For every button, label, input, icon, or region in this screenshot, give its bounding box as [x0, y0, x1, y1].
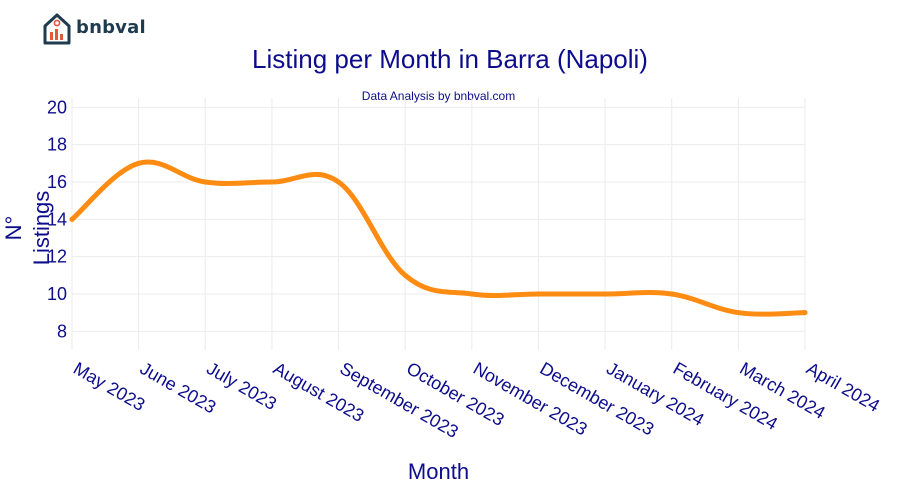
data-point: February 2024: 10 [669, 291, 675, 297]
y-tick-label: 16 [47, 172, 67, 192]
brand-name: bnbval [76, 17, 146, 38]
chart-subtitle: Data Analysis by bnbval.com [361, 89, 516, 103]
data-point: September 2023: 16 [336, 179, 342, 185]
x-axis-label: Month [407, 459, 470, 484]
data-point: January 2024: 10 [602, 291, 608, 297]
y-tick-label: 20 [47, 97, 67, 117]
x-tick-label: November 2023 [470, 358, 591, 439]
house-chart-icon [43, 13, 71, 45]
x-tick-label: December 2023 [536, 358, 657, 439]
y-tick-label: 8 [57, 321, 67, 341]
chart-title: Listing per Month in Barra (Napoli) [252, 44, 648, 74]
y-axis-label: N° Listings [1, 190, 54, 266]
data-point: December 2023: 10 [535, 291, 541, 297]
series: May 2023: 14 June 2023: 17 July 2023: 16 Au… [69, 159, 808, 317]
series-line-listings [69, 159, 808, 317]
data-point: August 2023: 16 [269, 179, 275, 185]
y-tick-label: 10 [47, 284, 67, 304]
data-point: November 2023: 10 [469, 291, 475, 297]
data-point: July 2023: 16 [202, 179, 208, 185]
y-axis-ticks: 8 10 12 14 16 18 20 [47, 97, 67, 341]
data-point: October 2023: 11 [402, 272, 408, 278]
data-point: May 2023: 14 [69, 216, 75, 222]
data-point: June 2023: 17 [136, 160, 142, 166]
grid [71, 98, 806, 350]
y-tick-label: 18 [47, 135, 67, 155]
brand-logo [43, 13, 71, 45]
y-tick-label: 14 [47, 209, 67, 229]
x-tick-label: September 2023 [337, 358, 462, 442]
y-tick-label: 12 [47, 247, 67, 267]
x-tick-label: May 2023 [70, 358, 148, 415]
data-point: April 2024: 9 [802, 310, 808, 316]
data-point: March 2024: 9 [735, 310, 741, 316]
